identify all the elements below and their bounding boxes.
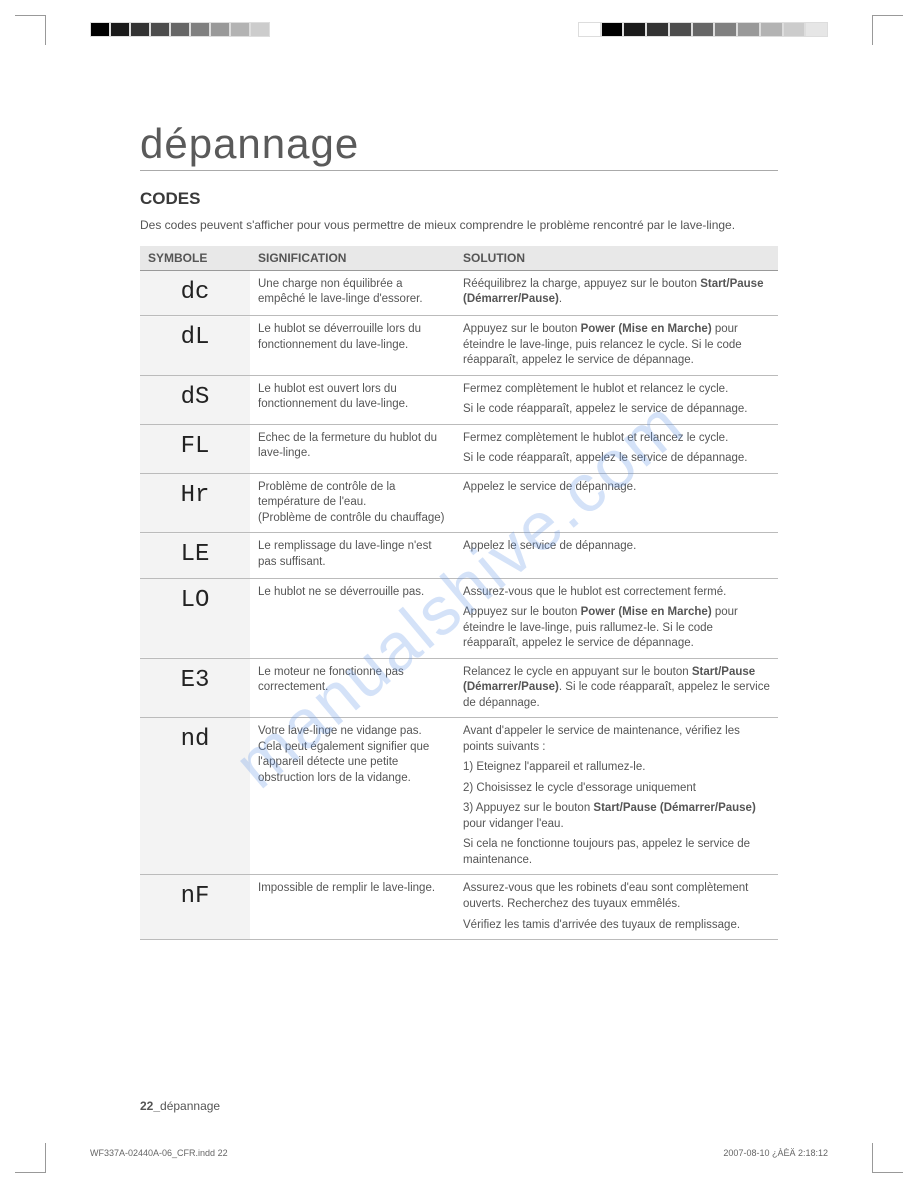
footer-label: dépannage: [160, 1099, 220, 1113]
table-row: ndVotre lave-linge ne vidange pas.Cela p…: [140, 718, 778, 875]
codes-table: SYMBOLE SIGNIFICATION SOLUTION dcUne cha…: [140, 246, 778, 940]
solution-cell: Fermez complètement le hublot et relance…: [455, 375, 778, 424]
symbole-cell: LE: [140, 533, 250, 578]
table-row: E3Le moteur ne fonctionne pas correcteme…: [140, 658, 778, 718]
solution-cell: Avant d'appeler le service de maintenanc…: [455, 718, 778, 875]
col-header-signification: SIGNIFICATION: [250, 246, 455, 271]
solution-cell: Appelez le service de dépannage.: [455, 533, 778, 578]
section-heading: CODES: [140, 189, 778, 209]
col-header-symbole: SYMBOLE: [140, 246, 250, 271]
footer-page-number: 22_: [140, 1099, 160, 1113]
page-footer: 22_dépannage: [140, 1099, 220, 1113]
solution-cell: Appelez le service de dépannage.: [455, 473, 778, 533]
symbole-cell: nF: [140, 875, 250, 940]
solution-cell: Assurez-vous que les robinets d'eau sont…: [455, 875, 778, 940]
solution-cell: Assurez-vous que le hublot est correctem…: [455, 578, 778, 658]
symbole-cell: FL: [140, 424, 250, 473]
signification-cell: Votre lave-linge ne vidange pas.Cela peu…: [250, 718, 455, 875]
intro-text: Des codes peuvent s'afficher pour vous p…: [140, 217, 778, 234]
symbole-cell: dL: [140, 316, 250, 376]
signification-cell: Impossible de remplir le lave-linge.: [250, 875, 455, 940]
solution-cell: Fermez complètement le hublot et relance…: [455, 424, 778, 473]
signification-cell: Le hublot est ouvert lors du fonctionnem…: [250, 375, 455, 424]
signification-cell: Echec de la fermeture du hublot du lave-…: [250, 424, 455, 473]
signification-cell: Le hublot ne se déverrouille pas.: [250, 578, 455, 658]
print-info-right: 2007-08-10 ¿ÀÈÄ 2:18:12: [723, 1148, 828, 1158]
signification-cell: Une charge non équilibrée a empêché le l…: [250, 270, 455, 315]
colorbar-left: [90, 22, 270, 37]
symbole-cell: dc: [140, 270, 250, 315]
symbole-cell: E3: [140, 658, 250, 718]
solution-cell: Relancez le cycle en appuyant sur le bou…: [455, 658, 778, 718]
signification-cell: Le remplissage du lave-linge n'est pas s…: [250, 533, 455, 578]
table-row: LOLe hublot ne se déverrouille pas.Assur…: [140, 578, 778, 658]
symbole-cell: LO: [140, 578, 250, 658]
table-row: LELe remplissage du lave-linge n'est pas…: [140, 533, 778, 578]
signification-cell: Le hublot se déverrouille lors du foncti…: [250, 316, 455, 376]
symbole-cell: dS: [140, 375, 250, 424]
table-row: HrProblème de contrôle de la température…: [140, 473, 778, 533]
solution-cell: Rééquilibrez la charge, appuyez sur le b…: [455, 270, 778, 315]
table-row: dcUne charge non équilibrée a empêché le…: [140, 270, 778, 315]
page-title: dépannage: [140, 120, 778, 171]
print-info-left: WF337A-02440A-06_CFR.indd 22: [90, 1148, 228, 1158]
colorbar-right: [578, 22, 828, 37]
signification-cell: Problème de contrôle de la température d…: [250, 473, 455, 533]
col-header-solution: SOLUTION: [455, 246, 778, 271]
table-row: dLLe hublot se déverrouille lors du fonc…: [140, 316, 778, 376]
table-row: nFImpossible de remplir le lave-linge.As…: [140, 875, 778, 940]
symbole-cell: nd: [140, 718, 250, 875]
table-row: dSLe hublot est ouvert lors du fonctionn…: [140, 375, 778, 424]
solution-cell: Appuyez sur le bouton Power (Mise en Mar…: [455, 316, 778, 376]
signification-cell: Le moteur ne fonctionne pas correctement…: [250, 658, 455, 718]
symbole-cell: Hr: [140, 473, 250, 533]
table-row: FLEchec de la fermeture du hublot du lav…: [140, 424, 778, 473]
